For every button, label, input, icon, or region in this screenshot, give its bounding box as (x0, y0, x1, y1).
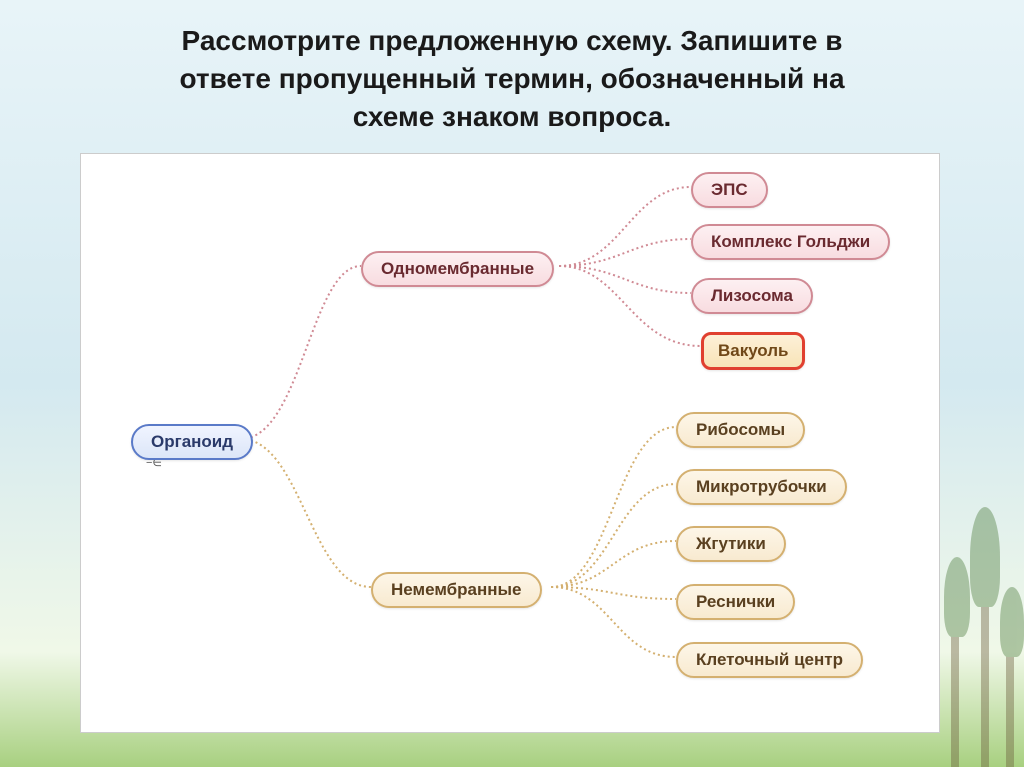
node-answer-label: Вакуоль (718, 341, 788, 360)
node-b1-child-0-label: ЭПС (711, 180, 748, 199)
connector-b2-c3 (551, 587, 676, 599)
node-root-label: Органоид (151, 432, 233, 451)
connector-root-branch1 (241, 266, 361, 439)
node-branch2: Немембранные (371, 572, 542, 608)
node-b2-child-2-label: Жгутики (696, 534, 766, 553)
diagram-container: Органоид −∈ Одномембранные ЭПС Комплекс … (80, 153, 940, 733)
page-title: Рассмотрите предложенную схему. Запишите… (0, 0, 1024, 145)
node-b2-child-1: Микротрубочки (676, 469, 847, 505)
connector-b2-c1 (551, 484, 676, 587)
node-b2-child-2: Жгутики (676, 526, 786, 562)
node-b1-child-0: ЭПС (691, 172, 768, 208)
node-branch1: Одномембранные (361, 251, 554, 287)
node-b1-child-1: Комплекс Гольджи (691, 224, 890, 260)
node-b2-child-0-label: Рибосомы (696, 420, 785, 439)
node-b2-child-3-label: Реснички (696, 592, 775, 611)
connector-root-branch2 (241, 439, 371, 587)
connector-b2-c4 (551, 587, 676, 657)
node-b1-child-2: Лизосома (691, 278, 813, 314)
node-b2-child-3: Реснички (676, 584, 795, 620)
node-branch1-label: Одномембранные (381, 259, 534, 278)
node-b2-child-4-label: Клеточный центр (696, 650, 843, 669)
node-b1-child-1-label: Комплекс Гольджи (711, 232, 870, 251)
title-line-2: ответе пропущенный термин, обозначенный … (179, 63, 844, 94)
node-root: Органоид (131, 424, 253, 460)
node-b2-child-4: Клеточный центр (676, 642, 863, 678)
node-branch2-label: Немембранные (391, 580, 522, 599)
node-b2-child-0: Рибосомы (676, 412, 805, 448)
title-line-3: схеме знаком вопроса. (353, 101, 672, 132)
title-line-1: Рассмотрите предложенную схему. Запишите… (182, 25, 843, 56)
node-b1-child-2-label: Лизосома (711, 286, 793, 305)
connector-b2-c0 (551, 427, 676, 587)
connector-b1-c1 (559, 239, 691, 266)
connector-b1-c0 (559, 187, 691, 266)
node-b2-child-1-label: Микротрубочки (696, 477, 827, 496)
connector-b1-c3 (559, 266, 701, 346)
node-answer: Вакуоль (701, 332, 805, 370)
